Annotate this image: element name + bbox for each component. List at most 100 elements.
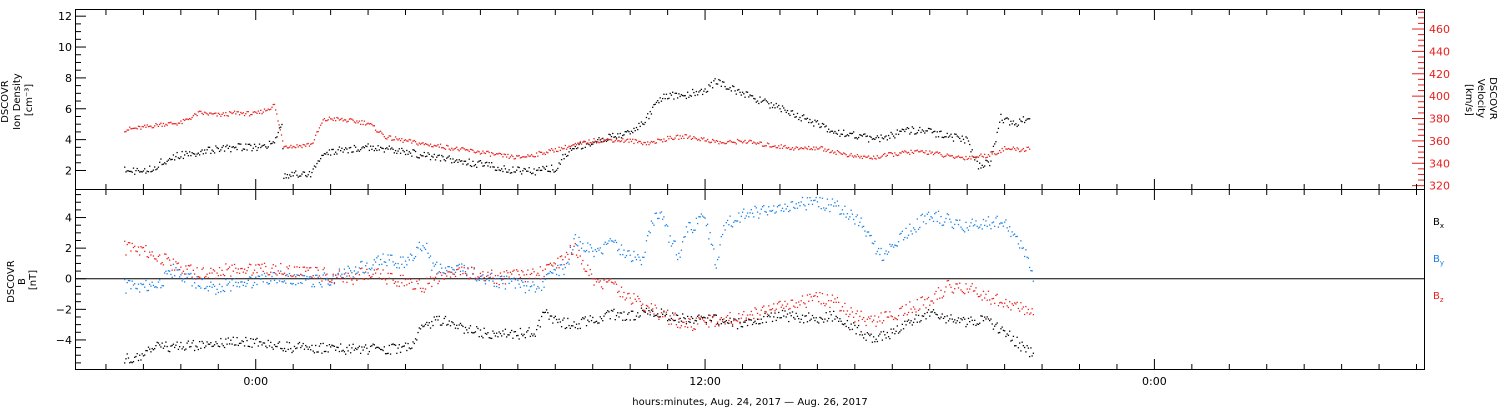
bx-point	[967, 317, 970, 320]
bx-point	[632, 310, 634, 312]
bx-point	[276, 345, 278, 348]
bx-point	[124, 362, 126, 364]
velocity-point	[738, 139, 740, 142]
ion-density-point	[693, 91, 695, 94]
by-point	[513, 277, 515, 279]
bz-point	[844, 302, 846, 305]
velocity-point	[926, 153, 928, 156]
ion-density-point	[818, 123, 820, 125]
by-point	[136, 288, 138, 290]
bx-point	[804, 315, 806, 317]
bz-point	[275, 265, 277, 267]
ion-density-point	[882, 138, 885, 140]
bx-point	[1028, 355, 1031, 358]
ion-density-point	[213, 152, 216, 154]
velocity-point	[980, 153, 982, 155]
velocity-point	[941, 155, 943, 157]
bz-point	[277, 270, 279, 272]
velocity-point	[311, 143, 313, 145]
ion-density-point	[751, 95, 754, 97]
bz-point	[387, 272, 389, 275]
bx-point	[583, 318, 585, 320]
ion-density-point	[187, 155, 190, 157]
ion-density-point	[769, 107, 771, 109]
velocity-point	[345, 119, 347, 121]
bx-point	[443, 317, 445, 320]
by-point	[217, 291, 219, 294]
ion-density-point	[352, 151, 354, 153]
bx-point	[907, 319, 910, 321]
ion-density-point	[760, 101, 762, 103]
ion-density-point	[422, 155, 424, 157]
bx-point	[296, 347, 298, 349]
by-point	[237, 282, 239, 284]
by-point	[558, 274, 560, 277]
by-point	[820, 208, 822, 210]
by-point	[877, 247, 880, 250]
ion-density-point	[523, 167, 525, 170]
velocity-point	[512, 155, 514, 158]
by-point	[146, 289, 148, 292]
bz-point	[991, 298, 993, 300]
ion-density-point	[522, 170, 524, 172]
ion-density-point	[755, 101, 757, 103]
by-point	[704, 217, 706, 219]
by-point	[627, 250, 629, 252]
bz-point	[892, 318, 895, 321]
by-point	[567, 261, 569, 263]
by-point	[795, 203, 797, 205]
bx-point	[829, 311, 831, 313]
by-point	[497, 277, 499, 280]
bz-point	[784, 300, 786, 303]
by-point	[650, 220, 653, 222]
bz-point	[711, 316, 714, 319]
bz-point	[612, 281, 614, 284]
bx-point	[306, 346, 308, 348]
bx-point	[548, 318, 550, 320]
velocity-point	[362, 123, 364, 126]
velocity-point	[648, 143, 650, 146]
bz-point	[786, 303, 789, 305]
bx-point	[949, 318, 951, 320]
ion-density-point	[532, 172, 534, 174]
velocity-point	[902, 151, 905, 153]
bx-point	[595, 320, 598, 323]
bz-point	[130, 250, 132, 252]
bz-point	[220, 274, 222, 276]
by-point	[979, 226, 981, 228]
bx-point	[715, 314, 717, 316]
ion-density-point	[520, 173, 523, 175]
ion-density-point	[421, 155, 423, 157]
velocity-point	[637, 141, 639, 144]
by-point	[713, 248, 715, 250]
by-point	[1017, 243, 1020, 245]
bz-point	[593, 284, 595, 286]
by-point	[845, 216, 847, 218]
by-point	[851, 213, 854, 215]
ion-density-point	[156, 168, 158, 170]
velocity-point	[997, 152, 1000, 154]
bx-point	[833, 310, 835, 313]
velocity-point	[506, 156, 508, 158]
by-point	[348, 267, 351, 269]
bz-point	[736, 320, 739, 322]
ion-density-point	[1016, 125, 1018, 128]
bz-point	[583, 268, 585, 270]
velocity-point	[624, 140, 626, 142]
bx-point	[605, 311, 608, 314]
bz-point	[379, 273, 382, 275]
bz-point	[477, 276, 479, 278]
velocity-point	[967, 157, 970, 160]
by-point	[549, 270, 551, 273]
velocity-point	[196, 114, 198, 117]
bx-point	[683, 317, 685, 319]
bz-point	[1002, 306, 1005, 308]
ion-density-point	[810, 122, 812, 124]
velocity-point	[433, 144, 435, 147]
bx-point	[552, 322, 554, 324]
bx-point	[610, 309, 613, 312]
by-point	[378, 263, 380, 266]
by-point	[538, 287, 540, 289]
bx-point	[206, 341, 208, 343]
by-point	[494, 278, 497, 280]
